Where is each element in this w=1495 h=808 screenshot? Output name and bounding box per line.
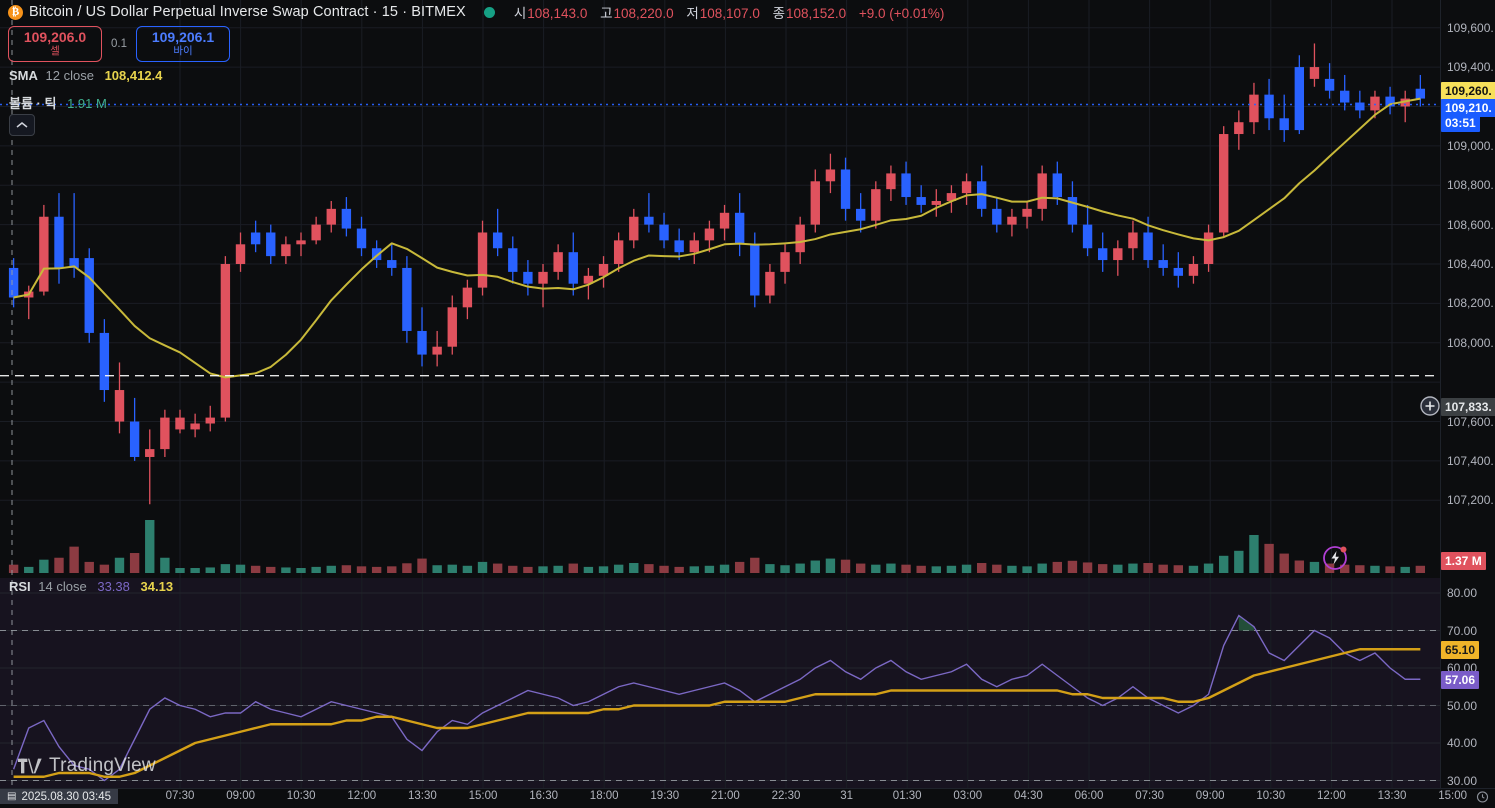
time-tick: 13:30 — [408, 790, 437, 802]
time-tick: 09:00 — [1195, 790, 1225, 802]
rsi-value-pill[interactable]: 57.06 — [1441, 671, 1480, 690]
time-tick: 04:30 — [1014, 790, 1043, 802]
chevron-up-icon — [16, 122, 28, 128]
time-tick: 09:00 — [226, 790, 255, 802]
rsi-tick: 80.00 — [1447, 586, 1478, 600]
time-tick: 22:30 — [771, 790, 801, 802]
time-tick: 18:00 — [589, 790, 619, 802]
volume-pill[interactable]: 1.37 M — [1441, 552, 1486, 570]
ohlc-values: 시108,143.0 고108,220.0 저108,107.0 종108,15… — [505, 2, 945, 22]
sell-label: 셀 — [50, 44, 60, 57]
time-tick: 01:30 — [892, 790, 922, 802]
rsi-ma-pill[interactable]: 65.10 — [1441, 640, 1480, 659]
price-tick: 108,600. — [1447, 217, 1494, 232]
tradingview-logo — [18, 758, 42, 774]
time-tick: 21:00 — [711, 790, 740, 802]
time-tick: 03:00 — [953, 790, 983, 802]
rsi-legend[interactable]: RSI 14 close 33.38 34.13 — [9, 579, 173, 594]
price-tick: 108,800. — [1447, 178, 1494, 193]
low-label: 저 — [686, 6, 699, 21]
plus-circle-icon — [1420, 396, 1440, 416]
market-open-dot — [483, 6, 495, 18]
open-label: 시 — [513, 6, 527, 21]
spread-value: 0.1 — [111, 38, 127, 51]
price-tick: 109,600. — [1447, 20, 1494, 35]
change-value: +9.0 (+0.01%) — [858, 6, 945, 21]
time-tick: 12:00 — [347, 790, 377, 802]
current-time-badge: ▤ 2025.08.30 03:45 — [0, 789, 118, 804]
price-axis[interactable]: 109,600. 109,400. 109,000. 108,800. 108,600.… — [1440, 0, 1495, 803]
watermark-text: TradingView — [49, 755, 156, 776]
sell-button[interactable]: 109,206.0 셀 — [8, 26, 102, 63]
time-tick: 31 — [840, 790, 853, 802]
buy-label: 바이 — [173, 44, 193, 57]
rsi-tick: 40.00 — [1447, 736, 1478, 750]
countdown-pill: 03:51 — [1441, 114, 1480, 132]
rsi-tick: 70.00 — [1447, 623, 1478, 638]
high-label: 고 — [600, 6, 613, 21]
volume-legend[interactable]: 볼륨 · 틱 1.91 M — [9, 93, 107, 112]
price-tick: 108,400. — [1447, 257, 1494, 271]
price-tick: 109,000. — [1447, 138, 1494, 153]
low-value: 108,107.0 — [699, 6, 760, 21]
rsi-tick: 50.00 — [1447, 698, 1478, 713]
rsi-name: RSI — [9, 579, 31, 594]
clock-icon[interactable] — [1476, 790, 1489, 808]
lightning-alert-icon — [1323, 546, 1347, 570]
buy-price: 109,206.1 — [151, 29, 215, 45]
alert-button[interactable] — [1322, 543, 1350, 571]
time-tick: 19:30 — [650, 790, 680, 802]
trade-chips: 109,206.0 셀 0.1 109,206.1 바이 — [8, 26, 230, 63]
open-value: 108,143.0 — [527, 6, 588, 21]
tradingview-watermark: TradingView — [18, 755, 156, 777]
close-label: 종 — [772, 6, 786, 21]
buy-button[interactable]: 109,206.1 바이 — [136, 26, 230, 63]
sma-value: 108,412.4 — [104, 68, 163, 83]
sma-price-pill[interactable]: 109,260. — [1441, 82, 1495, 100]
price-tick: 108,000. — [1447, 335, 1494, 350]
time-tick: 15:00 — [468, 790, 498, 802]
time-tick: 16:30 — [529, 790, 558, 802]
pane-collapse-button[interactable] — [9, 114, 35, 136]
price-tick: 107,600. — [1447, 414, 1494, 429]
time-tick: 15:00 — [1438, 790, 1467, 802]
close-value: 108,152.0 — [786, 6, 847, 21]
current-time-text: 2025.08.30 03:45 — [21, 790, 111, 803]
add-indicator-button[interactable] — [1418, 394, 1442, 418]
mid-price-pill[interactable]: 107,833. — [1441, 398, 1495, 416]
symbol-title[interactable]: Bitcoin / US Dollar Perpetual Inverse Sw… — [29, 4, 466, 20]
sma-legend[interactable]: SMA 12 close 108,412.4 — [9, 68, 162, 83]
price-tick: 109,400. — [1447, 60, 1494, 75]
price-tick: 108,200. — [1447, 296, 1494, 311]
sma-params: 12 close — [45, 68, 94, 83]
volume-name: 볼륨 · 틱 — [9, 96, 57, 111]
time-tick: 13:30 — [1377, 790, 1407, 802]
rsi-ma-value: 34.13 — [140, 579, 174, 594]
time-tick: 12:00 — [1317, 790, 1346, 802]
last-price-pill[interactable]: 109,210. — [1441, 99, 1495, 117]
high-value: 108,220.0 — [613, 6, 674, 21]
time-tick: 10:30 — [286, 790, 316, 802]
calendar-icon: ▤ — [7, 791, 17, 802]
time-tick: 07:30 — [165, 790, 195, 802]
time-tick: 07:30 — [1135, 790, 1164, 802]
rsi-value: 33.38 — [97, 579, 130, 594]
bitcoin-icon: ₿ — [8, 4, 23, 20]
time-tick: 10:30 — [1256, 790, 1286, 802]
sell-price: 109,206.0 — [23, 29, 87, 45]
price-tick: 107,400. — [1447, 453, 1494, 468]
sma-name: SMA — [9, 68, 38, 83]
time-tick: 06:00 — [1074, 790, 1104, 802]
rsi-tick: 30.00 — [1447, 773, 1478, 788]
rsi-params: 14 close — [38, 579, 87, 594]
chart-header-legend: ₿ Bitcoin / US Dollar Perpetual Inverse … — [8, 2, 944, 22]
time-axis[interactable]: ▤ 2025.08.30 03:45 07:30 09:00 10:30 12:00 1… — [0, 788, 1495, 804]
price-tick: 107,200. — [1447, 493, 1494, 508]
volume-value: 1.91 M — [67, 96, 107, 111]
